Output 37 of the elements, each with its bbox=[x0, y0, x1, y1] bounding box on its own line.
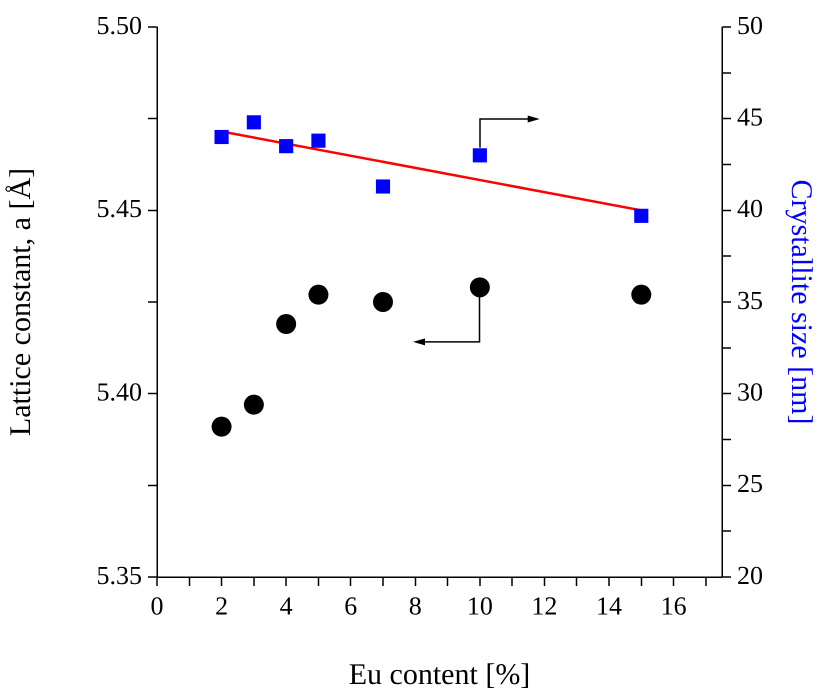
point bbox=[472, 148, 487, 162]
y-tick-label: 5.40 bbox=[96, 377, 142, 406]
x-tick-label: 14 bbox=[596, 591, 622, 620]
point bbox=[279, 139, 294, 154]
y2-tick-label: 40 bbox=[737, 194, 763, 224]
x-tick-label: 10 bbox=[466, 591, 493, 620]
y2-tick-label: 45 bbox=[737, 102, 763, 132]
point bbox=[212, 416, 232, 437]
point bbox=[246, 115, 261, 130]
y2-tick-label: 50 bbox=[737, 10, 763, 40]
x-tick-label: 4 bbox=[280, 591, 293, 620]
x-tick-label: 16 bbox=[660, 591, 687, 620]
x-tick-label: 8 bbox=[408, 591, 422, 620]
y2-tick-label: 25 bbox=[737, 469, 763, 498]
point bbox=[244, 394, 264, 415]
point bbox=[470, 277, 490, 298]
point bbox=[276, 314, 296, 334]
point bbox=[631, 284, 652, 305]
y2-tick-label: 35 bbox=[737, 286, 763, 315]
point bbox=[308, 284, 328, 305]
point bbox=[634, 208, 648, 223]
x-tick-label: 6 bbox=[344, 591, 358, 620]
point bbox=[311, 134, 326, 148]
x-tick-label: 12 bbox=[531, 591, 558, 620]
point bbox=[214, 130, 229, 144]
y2-axis-title: Crystallite size [nm] bbox=[785, 180, 818, 424]
y2-tick-label: 20 bbox=[737, 560, 763, 590]
y-axis-title: Lattice constant, a [Å] bbox=[4, 168, 37, 436]
point bbox=[373, 292, 393, 312]
y-tick-label: 5.35 bbox=[96, 560, 142, 590]
y-tick-label: 5.50 bbox=[96, 10, 142, 40]
y2-tick-label: 30 bbox=[737, 377, 763, 406]
y-tick-label: 5.45 bbox=[96, 194, 142, 224]
x-tick-label: 0 bbox=[150, 591, 164, 620]
x-axis-title: Eu content [%] bbox=[348, 658, 530, 691]
point bbox=[376, 179, 390, 194]
x-tick-label: 2 bbox=[215, 591, 228, 620]
